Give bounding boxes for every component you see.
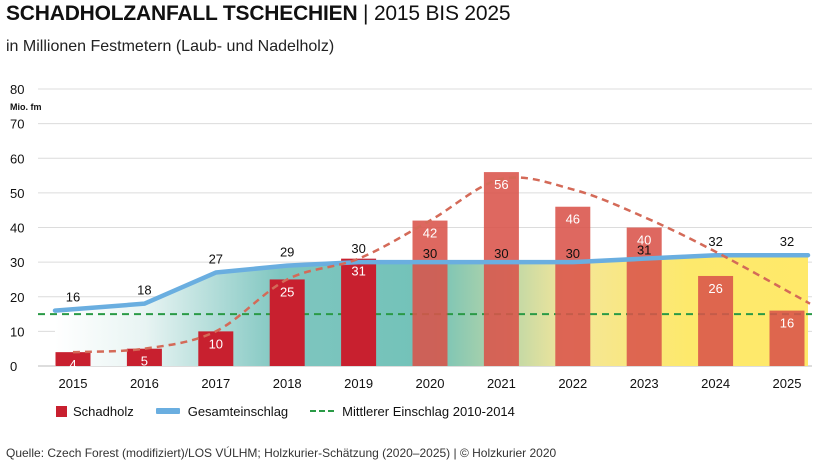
legend-swatch-gesamteinschlag bbox=[155, 408, 180, 414]
bar-label-2016: 5 bbox=[141, 354, 148, 369]
chart-subtitle: in Millionen Festmetern (Laub- und Nadel… bbox=[6, 38, 335, 55]
legend-label-mittel: Mittlerer Einschlag 2010-2014 bbox=[342, 403, 515, 419]
bar-label-2015: 4 bbox=[69, 357, 76, 372]
gesamt-label-2024: 32 bbox=[708, 234, 722, 249]
x-tick-label-2020: 2020 bbox=[416, 376, 445, 391]
bar-label-2019: 31 bbox=[351, 264, 365, 279]
bar-schadholz-2018 bbox=[269, 279, 305, 366]
x-tick-label-2021: 2021 bbox=[487, 376, 516, 391]
legend-label-gesamteinschlag: Gesamteinschlag bbox=[187, 403, 289, 419]
gesamt-label-2022: 30 bbox=[566, 246, 580, 261]
gesamteinschlag-line bbox=[52, 252, 811, 313]
gesamt-label-2015: 16 bbox=[66, 290, 80, 305]
x-tick-label-2018: 2018 bbox=[273, 376, 302, 391]
gesamt-label-2020: 30 bbox=[423, 246, 437, 261]
gesamt-label-2019: 30 bbox=[351, 241, 365, 256]
x-tick-label-2017: 2017 bbox=[201, 376, 230, 391]
bar-label-2020: 42 bbox=[423, 226, 437, 241]
gesamt-label-2017: 27 bbox=[209, 252, 223, 267]
legend-item-gesamteinschlag: Gesamteinschlag bbox=[155, 403, 289, 419]
title-years: 2015 BIS 2025 bbox=[373, 2, 511, 25]
y-tick-label: 40 bbox=[10, 221, 24, 236]
y-tick-label: 80 bbox=[10, 82, 24, 97]
gesamt-label-2016: 18 bbox=[137, 283, 151, 298]
legend: Schadholz Gesamteinschlag Mittlerer Eins… bbox=[56, 401, 537, 421]
title-separator: | bbox=[357, 2, 374, 25]
legend-swatch-schadholz bbox=[56, 405, 67, 417]
gesamt-label-2023: 31 bbox=[637, 243, 651, 258]
bar-schadholz-2015 bbox=[55, 352, 91, 366]
x-tick-label-2015: 2015 bbox=[59, 376, 88, 391]
gesamt-label-2025: 32 bbox=[780, 234, 794, 249]
legend-item-mittel: Mittlerer Einschlag 2010-2014 bbox=[310, 404, 515, 419]
gesamt-label-2021: 30 bbox=[494, 246, 508, 261]
y-tick-label: 0 bbox=[10, 359, 17, 374]
bar-label-2024: 26 bbox=[708, 281, 722, 296]
y-tick-label: 10 bbox=[10, 324, 24, 339]
bar-label-2017: 10 bbox=[209, 336, 223, 351]
x-tick-label-2019: 2019 bbox=[344, 376, 373, 391]
bar-label-2022: 46 bbox=[566, 212, 580, 227]
y-tick-label: 30 bbox=[10, 255, 24, 270]
bar-schadholz-2021 bbox=[483, 172, 519, 366]
bar-schadholz-2025 bbox=[769, 310, 805, 366]
bar-schadholz-2023 bbox=[626, 227, 662, 366]
bar-schadholz-2020 bbox=[412, 220, 448, 366]
bar-schadholz-2016 bbox=[126, 348, 162, 366]
x-tick-label-2024: 2024 bbox=[701, 376, 730, 391]
title-bold: SCHADHOLZANFALL TSCHECHIEN bbox=[6, 2, 358, 25]
bar-label-2023: 40 bbox=[637, 233, 651, 248]
y-tick-label: 70 bbox=[10, 117, 24, 132]
source-note: Quelle: Czech Forest (modifiziert)/LOS V… bbox=[6, 446, 557, 460]
x-tick-label-2025: 2025 bbox=[773, 376, 802, 391]
y-unit-label: Mio. fm bbox=[10, 102, 42, 112]
bar-schadholz-2024 bbox=[698, 275, 734, 366]
y-tick-label: 20 bbox=[10, 290, 24, 305]
x-tick-label-2023: 2023 bbox=[630, 376, 659, 391]
bar-label-2021: 56 bbox=[494, 177, 508, 192]
bar-schadholz-2019 bbox=[341, 258, 377, 366]
x-tick-label-2022: 2022 bbox=[558, 376, 587, 391]
bar-label-2025: 16 bbox=[780, 316, 794, 331]
legend-swatch-mittel bbox=[310, 410, 335, 412]
y-tick-label: 50 bbox=[10, 186, 24, 201]
bar-label-2018: 25 bbox=[280, 284, 294, 299]
legend-label-schadholz: Schadholz bbox=[73, 403, 134, 419]
legend-item-schadholz: Schadholz bbox=[56, 404, 134, 419]
chart-title: SCHADHOLZANFALL TSCHECHIEN | 2015 BIS 20… bbox=[6, 2, 511, 26]
gesamt-label-2018: 29 bbox=[280, 245, 294, 260]
schadholz-trend-line bbox=[72, 176, 811, 354]
x-tick-label-2016: 2016 bbox=[130, 376, 159, 391]
bar-schadholz-2022 bbox=[555, 206, 591, 366]
y-tick-label: 60 bbox=[10, 151, 24, 166]
